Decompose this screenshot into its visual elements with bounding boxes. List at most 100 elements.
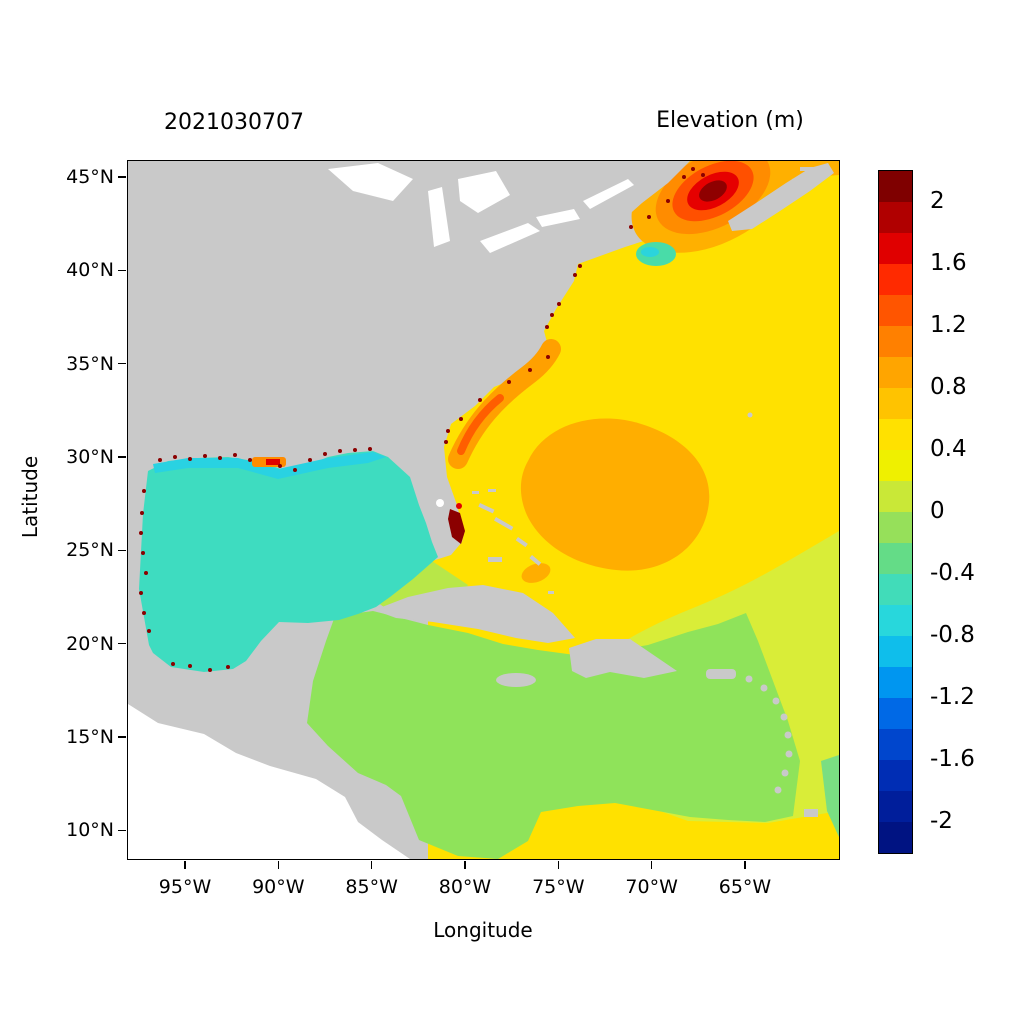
colorbar-tick-label: -2 xyxy=(930,808,953,834)
orange-spur xyxy=(521,563,551,583)
lake-michigan xyxy=(428,187,450,247)
y-tick-label: 45°N xyxy=(66,166,114,188)
timestamp-title: 2021030707 xyxy=(164,110,304,135)
colorbar-band xyxy=(879,450,912,481)
y-tick-mark xyxy=(118,736,126,738)
jamaica-land xyxy=(496,673,536,687)
paria-green-notch xyxy=(821,755,839,837)
colorbar-band xyxy=(879,791,912,822)
x-tick-mark xyxy=(744,861,746,869)
y-tick-label: 10°N xyxy=(66,819,114,842)
colorbar-tick-label: -1.6 xyxy=(930,746,975,772)
y-tick-mark xyxy=(118,549,126,552)
x-tick-label: 65°W xyxy=(718,876,772,898)
x-tick-mark xyxy=(370,861,373,869)
colorbar-band xyxy=(879,543,912,574)
colorbar-title: Elevation (m) xyxy=(656,108,804,133)
y-tick-mark xyxy=(118,176,126,178)
x-tick-label: 90°W xyxy=(252,876,305,898)
new-brunswick-land xyxy=(583,161,690,219)
x-tick-label: 75°W xyxy=(532,876,585,898)
x-tick-label: 80°W xyxy=(438,876,492,898)
bermuda-island xyxy=(747,412,753,418)
map-plot-area xyxy=(127,160,840,860)
gulf-stream-inner-band xyxy=(457,394,504,455)
nantucket-cyan-spot xyxy=(641,247,659,257)
colorbar-band xyxy=(879,760,912,791)
colorbar-band xyxy=(879,171,912,202)
x-tick-mark xyxy=(184,861,186,869)
nova-scotia-land xyxy=(728,163,834,231)
colorbar-tick-label: 0.4 xyxy=(930,436,967,462)
colorbar-tick-label: -0.4 xyxy=(930,560,975,586)
colorbar-band xyxy=(879,295,912,326)
colorbar-band xyxy=(879,419,912,450)
colorbar-band xyxy=(879,326,912,357)
colorbar-band xyxy=(879,636,912,667)
y-tick-mark xyxy=(118,829,126,832)
colorbar-band xyxy=(879,202,912,233)
puerto-rico-land xyxy=(706,669,736,679)
lake-superior xyxy=(328,163,413,201)
y-tick-label: 20°N xyxy=(66,632,114,655)
colorbar-tick-label: -0.8 xyxy=(930,622,975,648)
colorbar-band xyxy=(879,605,912,636)
x-tick-mark xyxy=(650,861,653,869)
gulf-of-mexico-turquoise xyxy=(139,451,438,672)
y-tick-label: 30°N xyxy=(66,445,114,468)
y-tick-label: 40°N xyxy=(66,259,114,282)
colorbar-tick-label: 1.6 xyxy=(930,250,967,276)
colorbar-band xyxy=(879,233,912,264)
sargasso-orange-high xyxy=(520,418,710,571)
colorbar xyxy=(878,170,913,854)
y-axis-label: Latitude xyxy=(18,455,42,539)
colorbar-band xyxy=(879,667,912,698)
colorbar-tick-label: 0.8 xyxy=(930,374,967,400)
great-lakes xyxy=(328,163,634,507)
lake-okeechobee xyxy=(436,499,444,507)
colorbar-band xyxy=(879,729,912,760)
colorbar-band xyxy=(879,822,912,853)
elevation-map xyxy=(128,161,839,859)
colorbar-band xyxy=(879,512,912,543)
florida-coast-red-patch xyxy=(448,509,465,544)
colorbar-band xyxy=(879,698,912,729)
colorbar-tick-label: 1.2 xyxy=(930,312,967,338)
colorbar-band xyxy=(879,481,912,512)
x-tick-label: 85°W xyxy=(345,876,398,898)
x-tick-mark xyxy=(277,861,280,869)
y-tick-mark xyxy=(118,456,126,458)
y-tick-label: 25°N xyxy=(66,539,114,562)
x-tick-mark xyxy=(464,861,466,869)
caribbean-green-field xyxy=(307,611,800,859)
lake-ontario xyxy=(536,209,580,227)
land-overlays xyxy=(374,161,834,817)
x-tick-label: 70°W xyxy=(625,876,678,898)
colorbar-band xyxy=(879,264,912,295)
cuba-land xyxy=(374,585,575,643)
coastal-wet-dry-speckles xyxy=(139,167,705,672)
pei-land xyxy=(800,167,814,171)
colorbar-band xyxy=(879,357,912,388)
x-tick-label: 95°W xyxy=(158,876,212,898)
y-tick-mark xyxy=(118,362,126,365)
north-gulf-cyan-shelf xyxy=(153,452,386,479)
x-tick-mark xyxy=(557,861,560,869)
colorbar-tick-label: 2 xyxy=(930,188,945,214)
hispaniola-land xyxy=(569,639,677,678)
y-tick-mark xyxy=(118,269,126,272)
pacific-white-mask xyxy=(128,704,410,859)
colorbar-tick-label: -1.2 xyxy=(930,684,975,710)
colorbar-tick-label: 0 xyxy=(930,498,945,524)
florida-coast-red-dot xyxy=(456,503,462,509)
trinidad-land xyxy=(804,809,818,817)
colorbar-band xyxy=(879,574,912,605)
y-tick-label: 35°N xyxy=(66,352,114,375)
lake-erie xyxy=(480,223,540,253)
lesser-antilles-islands xyxy=(745,675,818,817)
st-lawrence-river xyxy=(583,179,634,209)
bahamas-islands xyxy=(472,489,554,594)
lake-huron xyxy=(458,171,510,213)
y-tick-mark xyxy=(118,642,126,645)
